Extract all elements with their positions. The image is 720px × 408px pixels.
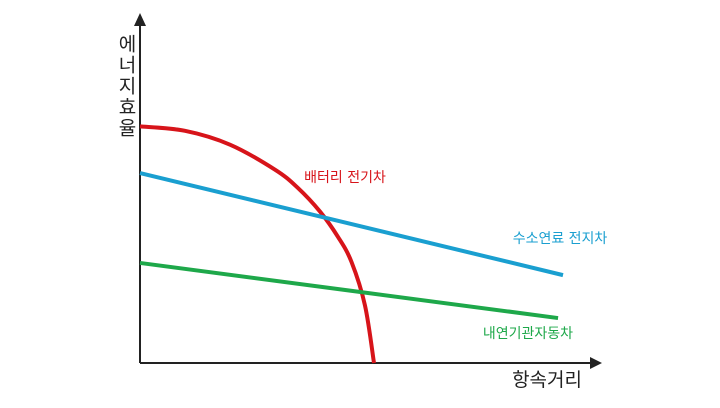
series-label: 배터리 전기차 [304, 170, 386, 186]
series-line [139, 124, 376, 364]
series-label: 내연기관자동차 [483, 326, 573, 342]
x-axis-label: 항속거리 [512, 369, 582, 391]
series-line [139, 171, 564, 278]
series-line [139, 260, 559, 321]
y-arrow [134, 13, 146, 26]
x-arrow [590, 357, 602, 369]
y-axis-label: 에너지효율 [115, 34, 137, 139]
series-label: 수소연료 전지차 [513, 231, 608, 247]
